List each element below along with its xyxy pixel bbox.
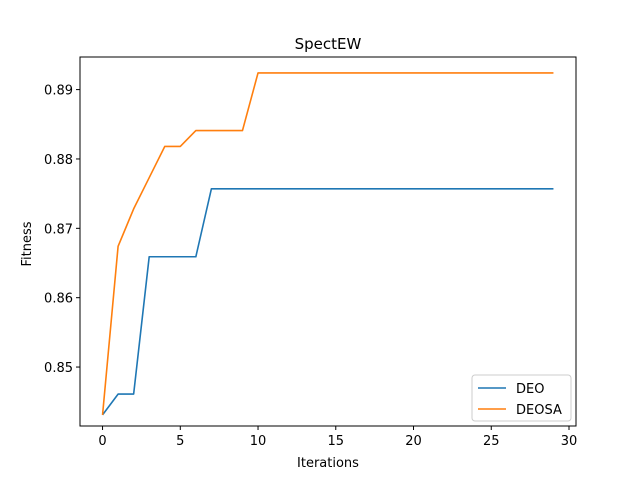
x-tick-label: 25	[483, 434, 500, 449]
plot-frame	[79, 56, 577, 427]
x-tick-label: 5	[176, 434, 184, 449]
series-line-deo	[101, 187, 554, 416]
y-axis: 0.85 0.86 0.87 0.88 0.89	[44, 84, 80, 376]
legend: DEO DEOSA	[471, 374, 572, 422]
x-tick-label: 30	[561, 434, 578, 449]
legend-label-deosa: DEOSA	[516, 403, 562, 418]
y-tick-label: 0.89	[44, 84, 73, 99]
series-line-deosa	[101, 72, 554, 415]
chart-title: SpectEW	[295, 35, 362, 53]
x-tick-label: 10	[250, 434, 267, 449]
y-tick-label: 0.87	[44, 222, 73, 237]
legend-label-deo: DEO	[516, 382, 544, 397]
y-axis-label: Fitness	[20, 221, 35, 266]
y-tick-label: 0.86	[44, 292, 73, 307]
x-axis-label: Iterations	[297, 456, 359, 471]
plot-area	[101, 72, 554, 416]
y-tick-label: 0.88	[44, 153, 73, 168]
x-tick-label: 0	[98, 434, 106, 449]
x-tick-label: 20	[405, 434, 422, 449]
y-tick-label: 0.85	[44, 361, 73, 376]
x-axis: 0 5 10 15 20 25 30	[98, 426, 577, 449]
x-tick-label: 15	[328, 434, 345, 449]
